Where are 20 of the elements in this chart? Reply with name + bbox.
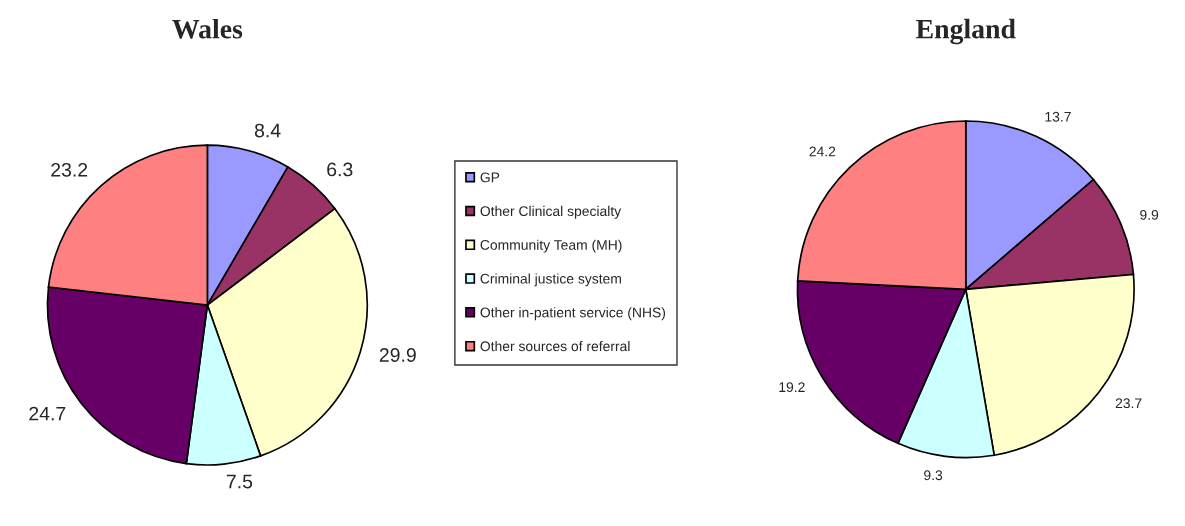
- data-label: 13.7: [1045, 111, 1071, 122]
- legend-label: Other Clinical specialty: [480, 205, 622, 219]
- data-label: 29.9: [379, 348, 416, 362]
- chart-title: Wales: [172, 18, 243, 39]
- legend-label: Criminal justice system: [480, 273, 621, 287]
- data-label: 24.2: [809, 146, 836, 157]
- chart-title: England: [916, 18, 1016, 45]
- data-label: 23.2: [51, 162, 88, 177]
- legend-label: Other in-patient service (NHS): [480, 307, 666, 321]
- legend-label: Other sources of referral: [480, 340, 630, 352]
- data-label: 9.3: [924, 470, 943, 481]
- data-label: 23.7: [1115, 398, 1142, 409]
- data-label: 9.9: [1140, 209, 1159, 220]
- legend-label: Community Team (MH): [480, 239, 622, 253]
- data-label: 24.7: [29, 406, 66, 421]
- data-label: 19.2: [779, 382, 805, 393]
- data-label: 7.5: [226, 474, 253, 489]
- legend-label: GP: [480, 172, 500, 183]
- data-label: 8.4: [254, 123, 281, 138]
- data-label: 6.3: [327, 162, 353, 177]
